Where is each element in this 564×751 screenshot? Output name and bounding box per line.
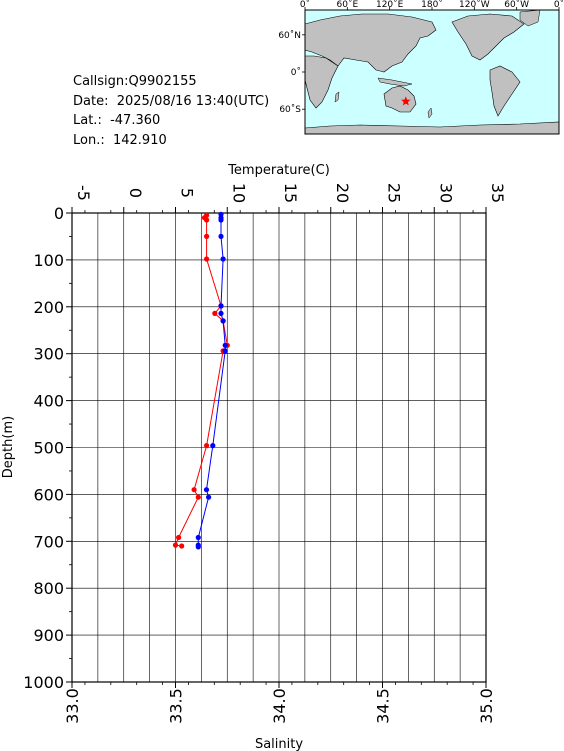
salinity-data-point [210, 443, 216, 449]
salinity-data-point [222, 348, 228, 354]
temperature-data-point [179, 543, 185, 549]
salinity-data-point [218, 233, 224, 239]
landmass-north-america [451, 13, 525, 61]
temperature-tick-label: 35 [488, 183, 507, 203]
map-lon-label: 180˚ [421, 0, 443, 10]
depth-tick-label: 600 [33, 485, 64, 504]
location-star-icon [401, 96, 411, 106]
depth-tick-label: 700 [33, 532, 64, 551]
temperature-tick-label: 30 [436, 183, 455, 203]
temperature-tick-label: 25 [385, 183, 404, 203]
salinity-data-point [222, 342, 228, 348]
salinity-data-point [195, 544, 201, 550]
depth-tick-label: 800 [33, 579, 64, 598]
map-lon-label: 120˚E [376, 0, 404, 10]
chart-series [172, 211, 230, 550]
map-marker [401, 96, 411, 106]
chart-tick-labels: 0 100 200 300 400 500 600 700 800 900 1000 -5 0 5 10 15… [23, 183, 507, 724]
landmass-eurasia [304, 13, 437, 73]
depth-tick-label: 500 [33, 439, 64, 458]
temperature-data-point [195, 494, 201, 500]
map-lon-label: 0˚ [300, 0, 310, 10]
landmass-new-zealand [427, 107, 433, 119]
depth-tick-label: 100 [33, 251, 64, 270]
map-lon-label: 60˚W [504, 0, 529, 10]
salinity-data-point [203, 487, 210, 493]
chart-ticks [66, 207, 487, 688]
map-lon-label: 60˚E [337, 0, 359, 10]
map-lon-label: 0˚ [554, 0, 564, 10]
temperature-data-point [172, 542, 179, 548]
map-lat-label: 60˚S [279, 104, 301, 115]
temperature-tick-label: 20 [333, 183, 352, 203]
temperature-tick-label: -5 [74, 185, 93, 201]
temperature-tick-label: 10 [229, 183, 248, 203]
temperature-data-point [204, 256, 210, 262]
depth-tick-label: 900 [33, 626, 64, 645]
map-frame [304, 9, 560, 135]
salinity-data-point [220, 256, 226, 262]
salinity-data-point [195, 534, 201, 541]
salinity-axis-title: Salinity [255, 737, 303, 751]
depth-tick-label: 300 [33, 345, 64, 364]
salinity-tick-label: 35.0 [477, 688, 496, 724]
temperature-axis-title: Temperature(C) [227, 163, 330, 178]
temperature-data-point [212, 310, 218, 316]
salinity-profile-line [197, 214, 226, 547]
salinity-tick-label: 34.5 [374, 688, 393, 724]
map-lat-label: 0˚ [291, 67, 301, 78]
depth-axis-title: Depth(m) [1, 416, 16, 478]
longitude-text: Lon.: 142.910 [73, 132, 167, 148]
depth-tick-label: 1000 [23, 673, 64, 692]
float-info: Callsign:Q9902155 Date: 2025/08/16 13:40… [73, 72, 269, 150]
date-text: Date: 2025/08/16 13:40(UTC) [73, 93, 270, 109]
temperature-data-point [204, 233, 210, 239]
salinity-tick-label: 34.0 [270, 688, 289, 724]
map-labels: 0˚ 60˚E 120˚E 180˚ 120˚W 60˚W 0˚ 60˚N 0˚ 60˚S [278, 0, 564, 115]
landmass-africa [304, 55, 339, 109]
latitude-text: Lat.: -47.360 [73, 113, 161, 128]
salinity-data-point [218, 310, 224, 316]
depth-tick-label: 400 [33, 392, 64, 411]
salinity-tick-label: 33.5 [167, 688, 186, 724]
depth-tick-label: 0 [54, 204, 64, 223]
landmass-madagascar [334, 91, 340, 103]
salinity-data-point [218, 303, 224, 309]
temperature-profile-line [174, 214, 228, 547]
salinity-data-point [220, 318, 226, 324]
temperature-tick-label: 0 [126, 188, 145, 198]
salinity-tick-label: 33.0 [63, 688, 82, 724]
callsign-text: Callsign:Q9902155 [73, 74, 197, 89]
temperature-data-point [191, 487, 197, 493]
salinity-data-point [218, 217, 224, 223]
landmass-indonesia [377, 77, 413, 87]
landmass-south-america [489, 65, 521, 117]
map-ticks [302, 7, 560, 110]
temperature-tick-label: 15 [281, 183, 300, 203]
depth-tick-label: 200 [33, 298, 64, 317]
temperature-tick-label: 5 [178, 188, 197, 198]
temperature-data-point [204, 217, 210, 223]
map-lat-label: 60˚N [278, 30, 301, 41]
chart-grid [72, 213, 486, 682]
landmass-australia [383, 85, 417, 113]
temperature-data-point [204, 443, 210, 449]
salinity-data-point [206, 494, 212, 500]
map-lon-label: 120˚W [459, 0, 490, 10]
temperature-data-point [176, 534, 182, 541]
